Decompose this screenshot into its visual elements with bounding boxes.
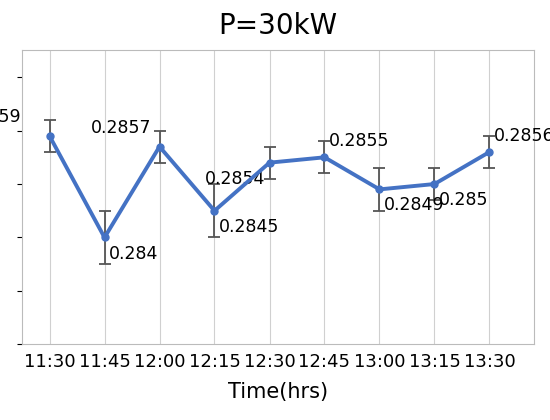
X-axis label: Time(hrs): Time(hrs) (228, 382, 328, 402)
Text: 0.2857: 0.2857 (91, 119, 151, 137)
Text: 0.2854: 0.2854 (205, 170, 265, 188)
Text: 0.2856: 0.2856 (494, 127, 550, 145)
Title: P=30kW: P=30kW (218, 12, 337, 40)
Text: 0.284: 0.284 (109, 244, 158, 262)
Text: 0.2855: 0.2855 (329, 132, 389, 150)
Text: 0.2845: 0.2845 (219, 218, 279, 236)
Text: 0.2859: 0.2859 (0, 108, 22, 126)
Text: 0.2849: 0.2849 (384, 197, 444, 215)
Text: 0.285: 0.285 (439, 191, 488, 209)
